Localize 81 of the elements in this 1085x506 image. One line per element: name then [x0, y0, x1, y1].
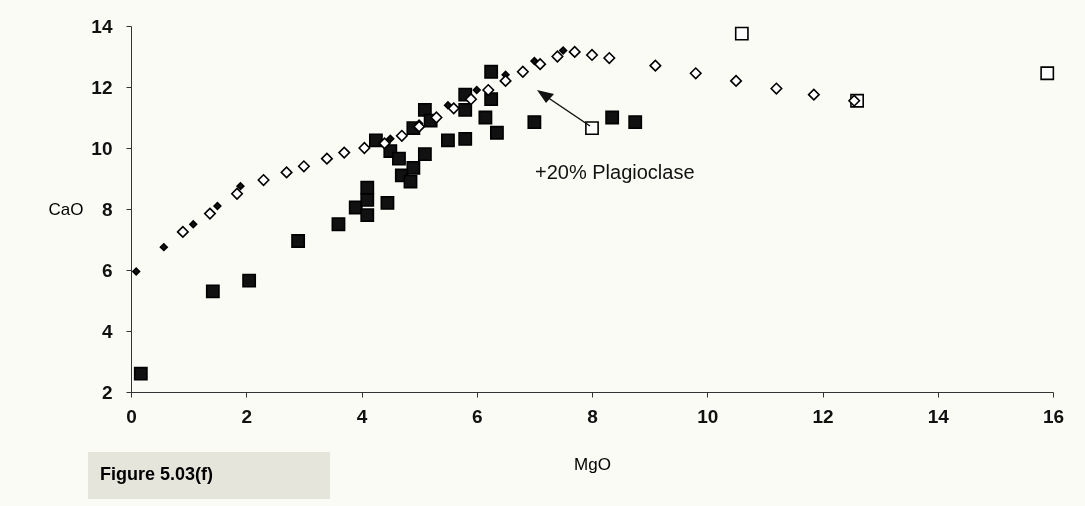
y-tick-label: 8 — [101, 198, 113, 220]
point — [159, 242, 168, 252]
point — [478, 110, 493, 125]
point — [203, 207, 216, 220]
point — [297, 160, 310, 173]
point — [605, 110, 620, 125]
point — [417, 147, 432, 162]
point — [242, 273, 257, 288]
annotation: +20% Plagioclase — [534, 160, 696, 185]
point — [559, 46, 568, 55]
point — [484, 92, 499, 107]
point — [534, 58, 547, 71]
point — [358, 141, 371, 155]
point — [585, 48, 599, 62]
point — [368, 133, 383, 148]
x-tick-label: 6 — [471, 405, 483, 427]
point — [360, 180, 375, 195]
point — [649, 59, 662, 72]
point — [331, 217, 346, 232]
point — [568, 45, 581, 58]
point — [189, 220, 198, 229]
x-tick-label: 16 — [1042, 405, 1065, 427]
x-axis-title: MgO — [574, 454, 611, 474]
point — [360, 208, 375, 223]
point — [430, 111, 443, 124]
point — [133, 366, 148, 381]
y-tick-label: 6 — [101, 259, 113, 281]
point — [291, 234, 306, 248]
point — [730, 74, 743, 87]
point — [585, 121, 599, 136]
caption: Figure 5.03(f) — [88, 452, 330, 499]
point — [551, 50, 564, 63]
point — [392, 151, 406, 166]
point — [417, 102, 432, 117]
point — [213, 201, 222, 211]
point — [458, 102, 473, 117]
point — [464, 93, 478, 106]
point — [603, 51, 616, 65]
point — [516, 65, 529, 78]
y-tick-label: 14 — [91, 15, 113, 37]
point — [257, 173, 270, 187]
x-tick-label: 12 — [812, 405, 834, 427]
point — [527, 115, 542, 129]
point — [734, 26, 749, 41]
point — [176, 225, 189, 238]
point — [458, 131, 473, 146]
point — [499, 74, 512, 87]
point — [770, 82, 783, 95]
point — [689, 67, 702, 80]
point — [628, 115, 643, 129]
point — [472, 85, 481, 95]
point — [441, 133, 455, 148]
point — [338, 146, 351, 159]
x-tick-label: 10 — [697, 405, 719, 427]
x-tick-label: 0 — [126, 405, 137, 427]
y-tick-label: 2 — [101, 381, 113, 403]
point — [320, 152, 333, 165]
point — [484, 64, 499, 79]
point — [236, 181, 245, 191]
x-tick-label: 2 — [241, 405, 253, 427]
y-tick-label: 10 — [91, 137, 113, 159]
point — [386, 134, 395, 143]
point — [447, 102, 460, 115]
point — [489, 125, 504, 140]
x-tick-label: 14 — [927, 405, 950, 427]
point — [807, 88, 820, 101]
x-tick-label: 8 — [587, 405, 598, 427]
point — [132, 267, 141, 276]
point — [395, 129, 408, 142]
point — [406, 160, 421, 175]
y-tick-label: 12 — [91, 76, 113, 98]
point — [205, 284, 220, 299]
point — [482, 84, 495, 97]
point — [230, 187, 244, 200]
point — [378, 137, 391, 150]
point — [380, 195, 395, 210]
x-tick-label: 4 — [356, 405, 368, 427]
point — [280, 166, 293, 179]
point — [1040, 66, 1055, 81]
y-axis-title: CaO — [48, 199, 84, 219]
y-tick-label: 4 — [101, 320, 113, 342]
